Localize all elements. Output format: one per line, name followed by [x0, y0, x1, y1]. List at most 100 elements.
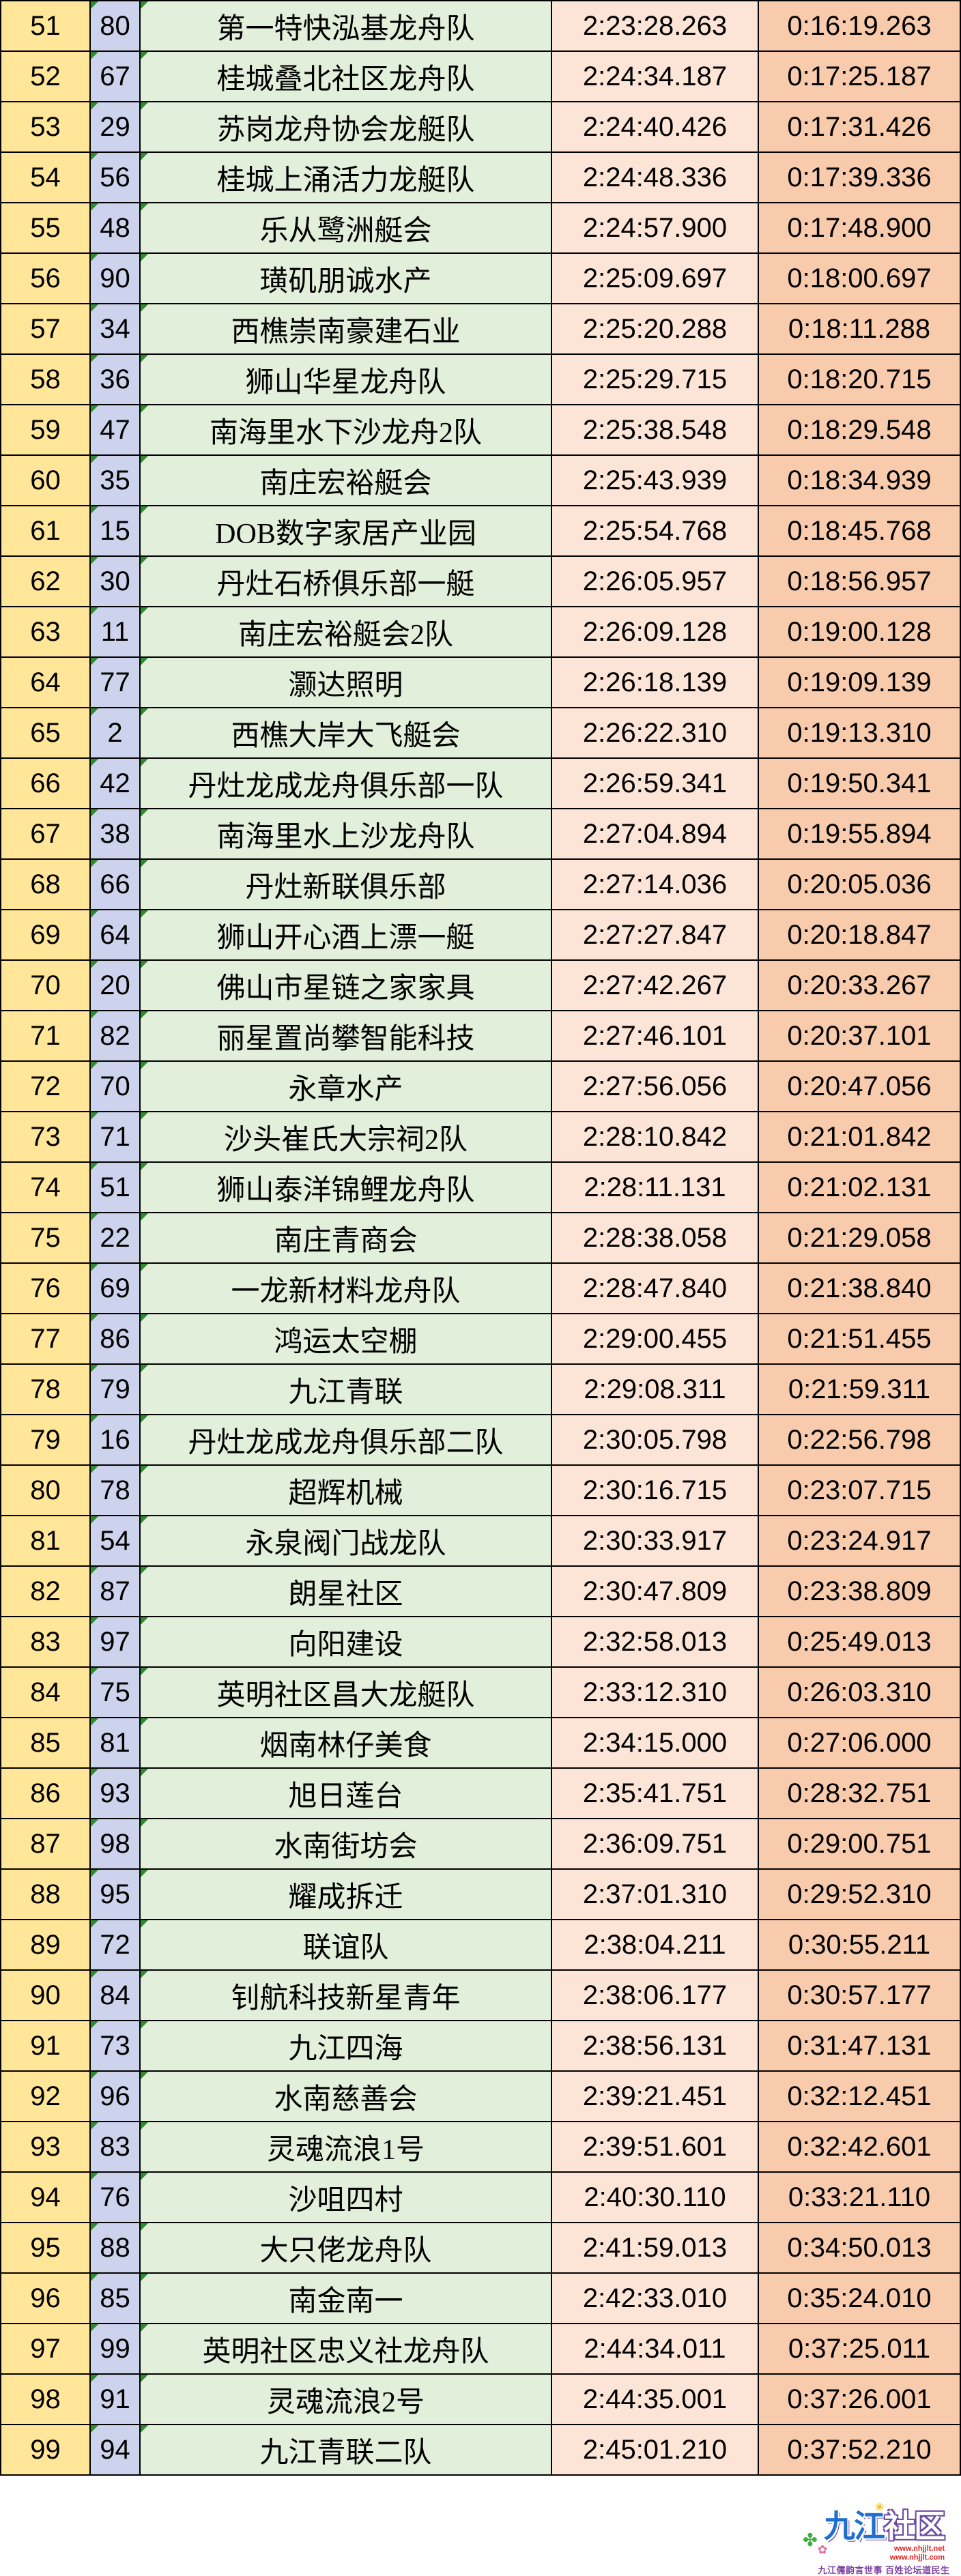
time-diff-cell[interactable]: 0:23:24.917: [759, 1516, 961, 1567]
team-name-cell[interactable]: 丽星置尚攀智能科技: [141, 1011, 552, 1062]
boat-number-cell[interactable]: 48: [91, 203, 141, 254]
time-diff-cell[interactable]: 0:21:59.311: [759, 1365, 961, 1415]
time-diff-cell[interactable]: 0:20:05.036: [759, 860, 961, 910]
time-diff-cell[interactable]: 0:35:24.010: [759, 2274, 961, 2324]
total-time-cell[interactable]: 2:30:16.715: [552, 1466, 759, 1516]
rank-cell[interactable]: 75: [1, 1213, 91, 1264]
rank-cell[interactable]: 89: [1, 1920, 91, 1971]
team-name-cell[interactable]: 英明社区昌大龙艇队: [141, 1668, 552, 1718]
time-diff-cell[interactable]: 0:20:37.101: [759, 1011, 961, 1062]
time-diff-cell[interactable]: 0:18:45.768: [759, 506, 961, 557]
rank-cell[interactable]: 73: [1, 1112, 91, 1163]
team-name-cell[interactable]: 超辉机械: [141, 1466, 552, 1516]
time-diff-cell[interactable]: 0:32:12.451: [759, 2072, 961, 2122]
time-diff-cell[interactable]: 0:21:01.842: [759, 1112, 961, 1163]
team-name-cell[interactable]: 狮山华星龙舟队: [141, 355, 552, 405]
time-diff-cell[interactable]: 0:19:13.310: [759, 708, 961, 759]
team-name-cell[interactable]: 鸿运太空棚: [141, 1314, 552, 1365]
team-name-cell[interactable]: 耀成拆迁: [141, 1870, 552, 1920]
rank-cell[interactable]: 55: [1, 203, 91, 254]
rank-cell[interactable]: 76: [1, 1264, 91, 1314]
rank-cell[interactable]: 56: [1, 254, 91, 304]
total-time-cell[interactable]: 2:28:10.842: [552, 1112, 759, 1163]
total-time-cell[interactable]: 2:34:15.000: [552, 1718, 759, 1769]
time-diff-cell[interactable]: 0:37:52.210: [759, 2425, 961, 2476]
total-time-cell[interactable]: 2:27:04.894: [552, 809, 759, 860]
rank-cell[interactable]: 68: [1, 860, 91, 910]
time-diff-cell[interactable]: 0:30:55.211: [759, 1920, 961, 1971]
rank-cell[interactable]: 78: [1, 1365, 91, 1415]
rank-cell[interactable]: 90: [1, 1971, 91, 2021]
team-name-cell[interactable]: 璜矶朋诚水产: [141, 254, 552, 304]
rank-cell[interactable]: 92: [1, 2072, 91, 2122]
time-diff-cell[interactable]: 0:23:07.715: [759, 1466, 961, 1516]
team-name-cell[interactable]: 南海里水上沙龙舟队: [141, 809, 552, 860]
rank-cell[interactable]: 71: [1, 1011, 91, 1062]
boat-number-cell[interactable]: 70: [91, 1062, 141, 1112]
rank-cell[interactable]: 86: [1, 1769, 91, 1819]
total-time-cell[interactable]: 2:44:35.001: [552, 2375, 759, 2425]
boat-number-cell[interactable]: 84: [91, 1971, 141, 2021]
total-time-cell[interactable]: 2:27:42.267: [552, 961, 759, 1011]
time-diff-cell[interactable]: 0:17:48.900: [759, 203, 961, 254]
rank-cell[interactable]: 64: [1, 658, 91, 708]
time-diff-cell[interactable]: 0:17:25.187: [759, 52, 961, 102]
total-time-cell[interactable]: 2:25:09.697: [552, 254, 759, 304]
total-time-cell[interactable]: 2:26:18.139: [552, 658, 759, 708]
boat-number-cell[interactable]: 66: [91, 860, 141, 910]
team-name-cell[interactable]: 南海里水下沙龙舟2队: [141, 405, 552, 456]
boat-number-cell[interactable]: 35: [91, 456, 141, 506]
rank-cell[interactable]: 70: [1, 961, 91, 1011]
time-diff-cell[interactable]: 0:21:02.131: [759, 1163, 961, 1213]
boat-number-cell[interactable]: 95: [91, 1870, 141, 1920]
rank-cell[interactable]: 72: [1, 1062, 91, 1112]
rank-cell[interactable]: 66: [1, 759, 91, 809]
team-name-cell[interactable]: 丹灶石桥俱乐部一艇: [141, 557, 552, 607]
time-diff-cell[interactable]: 0:32:42.601: [759, 2122, 961, 2173]
team-name-cell[interactable]: 钊航科技新星青年: [141, 1971, 552, 2021]
boat-number-cell[interactable]: 75: [91, 1668, 141, 1718]
team-name-cell[interactable]: 朗星社区: [141, 1567, 552, 1617]
total-time-cell[interactable]: 2:33:12.310: [552, 1668, 759, 1718]
time-diff-cell[interactable]: 0:18:00.697: [759, 254, 961, 304]
boat-number-cell[interactable]: 64: [91, 910, 141, 961]
rank-cell[interactable]: 67: [1, 809, 91, 860]
rank-cell[interactable]: 62: [1, 557, 91, 607]
team-name-cell[interactable]: 桂城上涌活力龙艇队: [141, 153, 552, 203]
team-name-cell[interactable]: 沙咀四村: [141, 2173, 552, 2223]
rank-cell[interactable]: 54: [1, 153, 91, 203]
boat-number-cell[interactable]: 98: [91, 1819, 141, 1870]
time-diff-cell[interactable]: 0:33:21.110: [759, 2173, 961, 2223]
rank-cell[interactable]: 59: [1, 405, 91, 456]
boat-number-cell[interactable]: 94: [91, 2425, 141, 2476]
time-diff-cell[interactable]: 0:19:55.894: [759, 809, 961, 860]
time-diff-cell[interactable]: 0:19:00.128: [759, 607, 961, 658]
total-time-cell[interactable]: 2:27:27.847: [552, 910, 759, 961]
total-time-cell[interactable]: 2:30:05.798: [552, 1415, 759, 1466]
total-time-cell[interactable]: 2:27:46.101: [552, 1011, 759, 1062]
rank-cell[interactable]: 83: [1, 1617, 91, 1668]
rank-cell[interactable]: 81: [1, 1516, 91, 1567]
boat-number-cell[interactable]: 22: [91, 1213, 141, 1264]
boat-number-cell[interactable]: 16: [91, 1415, 141, 1466]
boat-number-cell[interactable]: 20: [91, 961, 141, 1011]
rank-cell[interactable]: 69: [1, 910, 91, 961]
time-diff-cell[interactable]: 0:19:09.139: [759, 658, 961, 708]
boat-number-cell[interactable]: 67: [91, 52, 141, 102]
total-time-cell[interactable]: 2:40:30.110: [552, 2173, 759, 2223]
time-diff-cell[interactable]: 0:28:32.751: [759, 1769, 961, 1819]
team-name-cell[interactable]: 联谊队: [141, 1920, 552, 1971]
boat-number-cell[interactable]: 85: [91, 2274, 141, 2324]
rank-cell[interactable]: 87: [1, 1819, 91, 1870]
boat-number-cell[interactable]: 38: [91, 809, 141, 860]
team-name-cell[interactable]: 英明社区忠义社龙舟队: [141, 2324, 552, 2375]
rank-cell[interactable]: 85: [1, 1718, 91, 1769]
total-time-cell[interactable]: 2:25:43.939: [552, 456, 759, 506]
team-name-cell[interactable]: 南庄青商会: [141, 1213, 552, 1264]
rank-cell[interactable]: 79: [1, 1415, 91, 1466]
team-name-cell[interactable]: 水南街坊会: [141, 1819, 552, 1870]
team-name-cell[interactable]: 烟南林仔美食: [141, 1718, 552, 1769]
total-time-cell[interactable]: 2:35:41.751: [552, 1769, 759, 1819]
time-diff-cell[interactable]: 0:37:25.011: [759, 2324, 961, 2375]
total-time-cell[interactable]: 2:28:38.058: [552, 1213, 759, 1264]
